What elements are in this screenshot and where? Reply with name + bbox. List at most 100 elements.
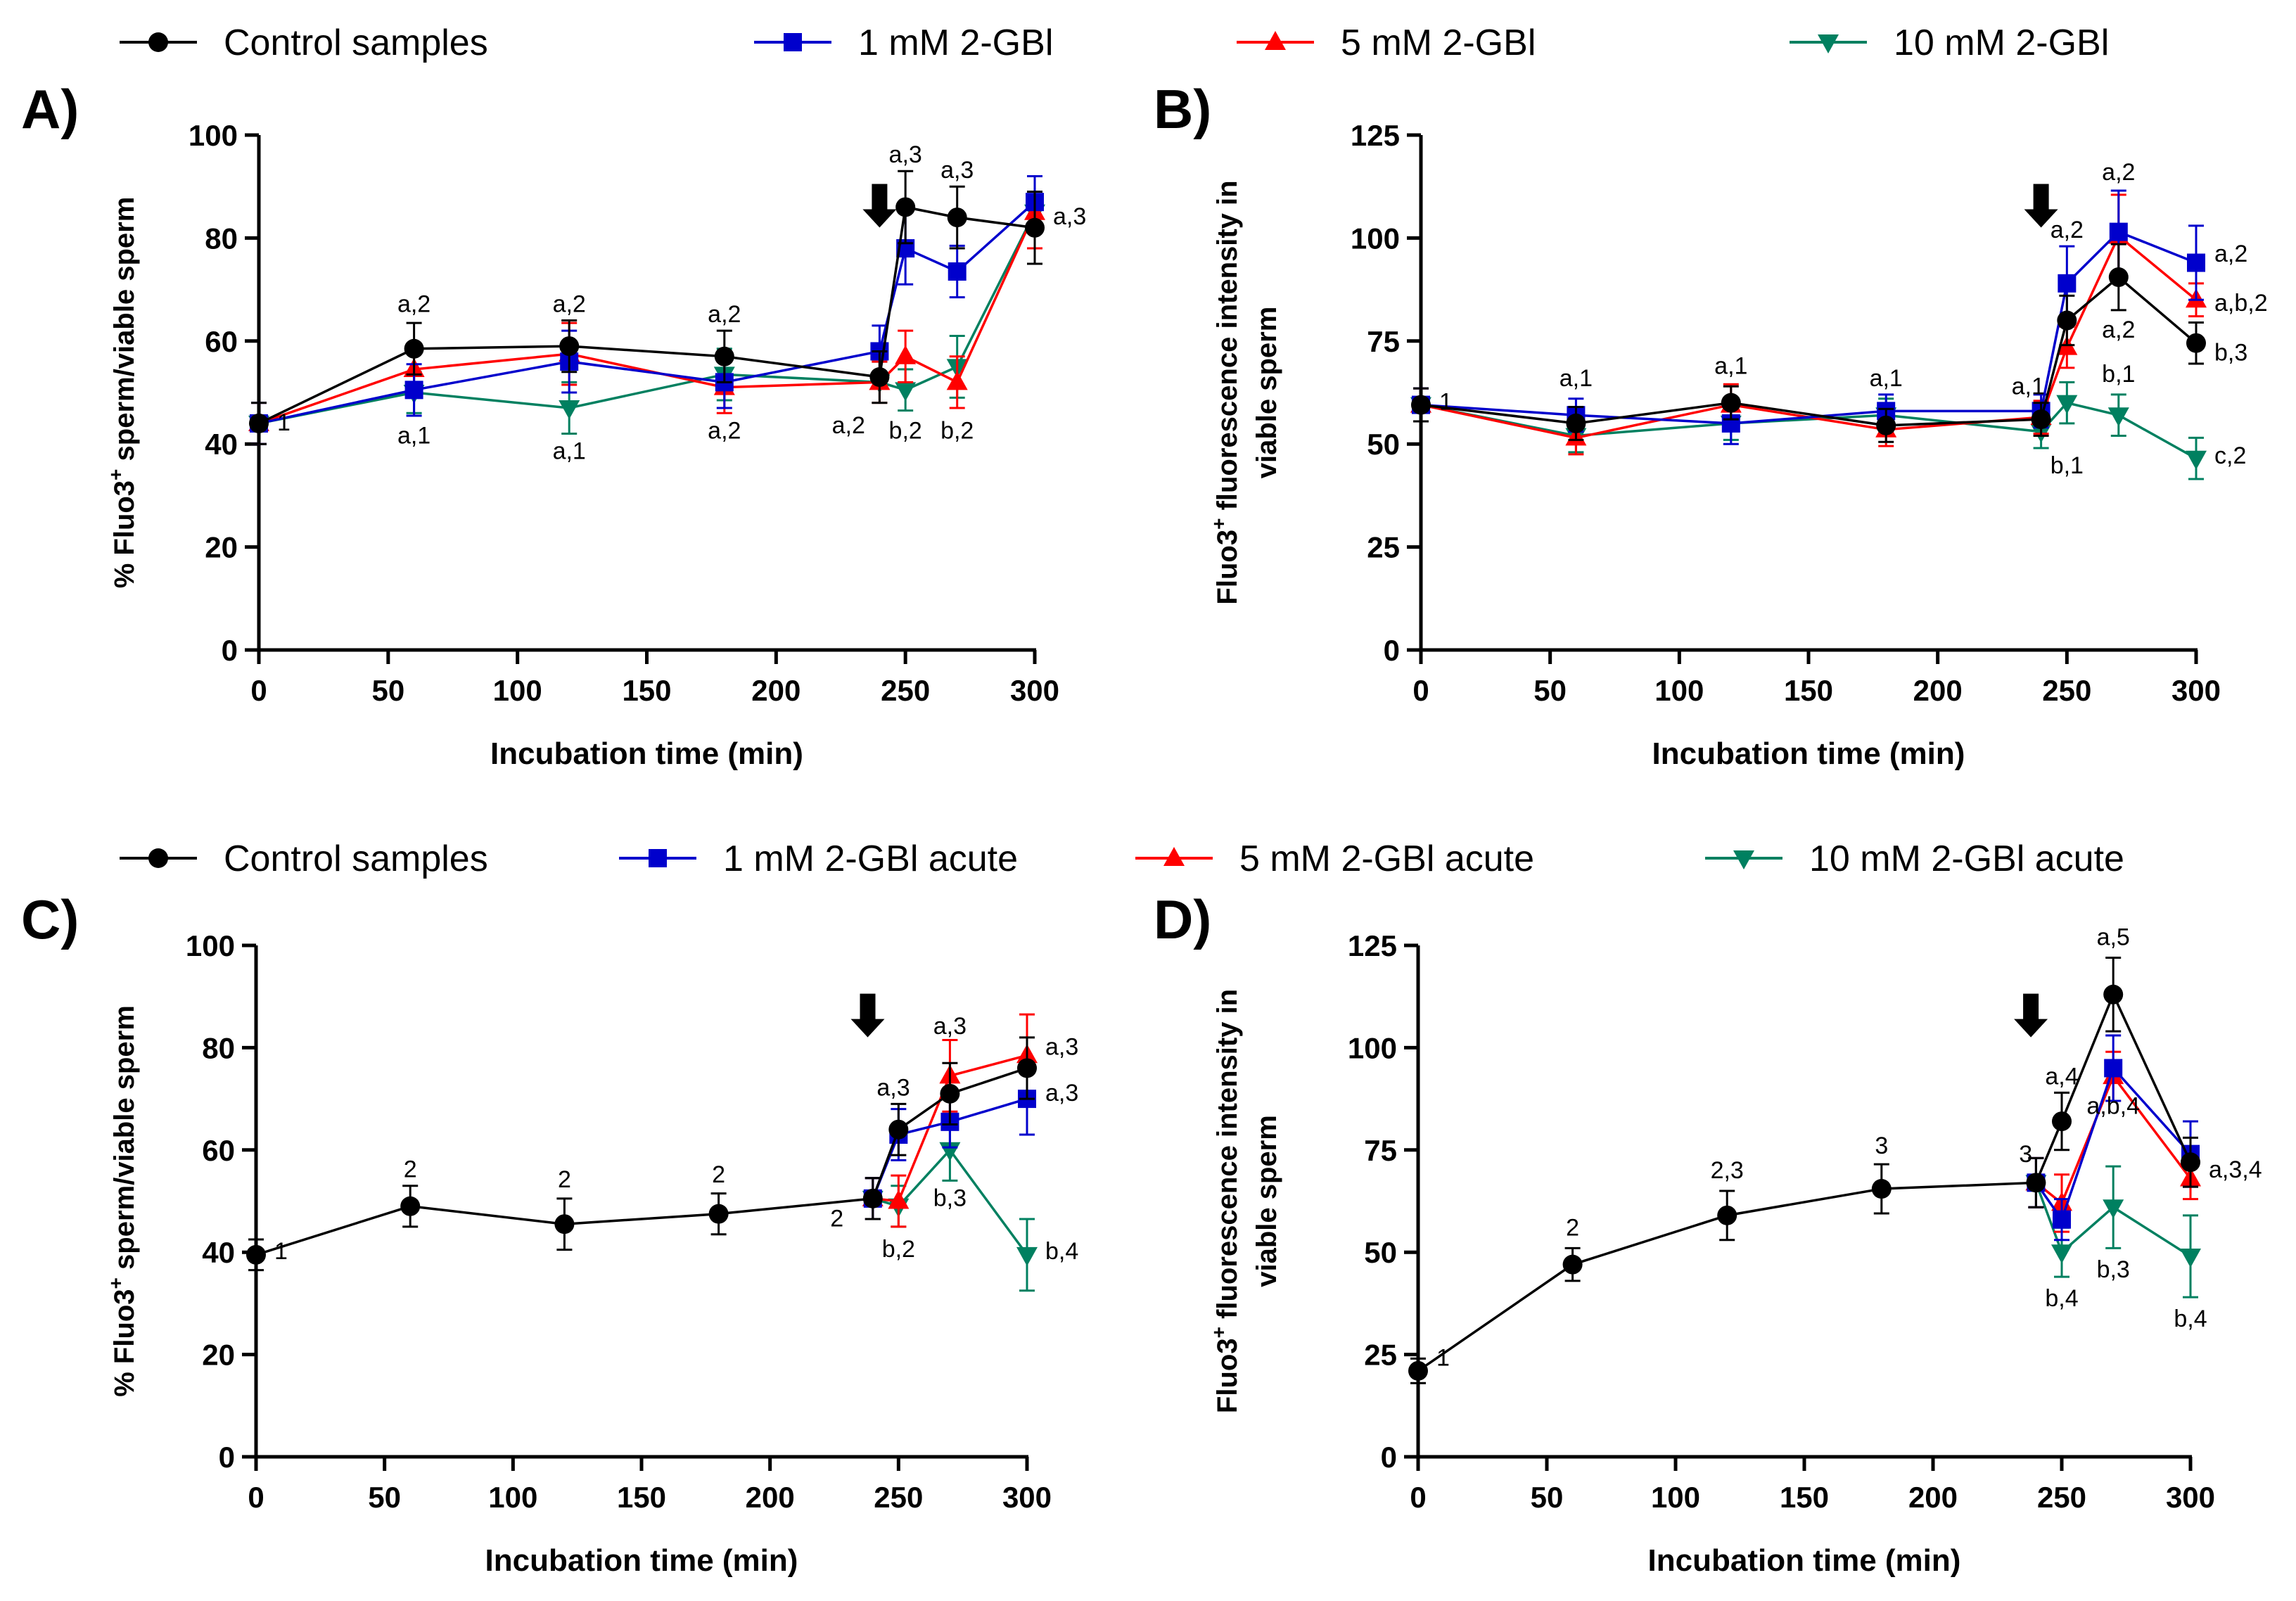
annotation-label: a,2 xyxy=(2051,217,2084,243)
annotation-label: b,3 xyxy=(2097,1256,2130,1283)
x-tick-label: 200 xyxy=(1908,1481,1958,1514)
x-axis-label: Incubation time (min) xyxy=(485,1543,798,1578)
y-tick-label: 125 xyxy=(1348,929,1397,962)
y-tick-label: 25 xyxy=(1364,1339,1397,1372)
annotation-label: 2 xyxy=(558,1166,571,1193)
series xyxy=(1408,956,2200,1384)
data-point xyxy=(2107,407,2129,427)
legend-entry: 5 mM 2-GBl xyxy=(1237,23,1536,63)
y-tick-label: 40 xyxy=(205,428,238,461)
x-tick-label: 150 xyxy=(1780,1481,1829,1514)
data-point xyxy=(1721,393,1741,413)
data-point xyxy=(2052,1111,2072,1132)
annotation-label: 3 xyxy=(2019,1141,2032,1168)
annotation-label: b,4 xyxy=(2045,1285,2078,1312)
x-tick-label: 100 xyxy=(493,674,542,707)
legend-entry: 10 mM 2-GBl acute xyxy=(1705,838,2124,879)
annotation-label: a,2 xyxy=(2102,159,2135,186)
x-tick-label: 100 xyxy=(1654,674,1704,707)
data-point xyxy=(559,400,580,419)
data-point xyxy=(2187,253,2205,272)
annotation-label: a,1 xyxy=(397,423,431,449)
annotation-label: a,1 xyxy=(2012,374,2045,400)
data-point xyxy=(2108,267,2129,288)
data-point xyxy=(2180,1249,2201,1268)
annotation-label: a,1 xyxy=(1560,365,1593,392)
data-point xyxy=(2109,222,2128,241)
annotation-label: a,2 xyxy=(553,291,586,318)
legend-marker xyxy=(1265,31,1286,50)
annotation-label: a,1 xyxy=(553,438,586,465)
y-axis-label-sup: + xyxy=(105,469,127,480)
series-line xyxy=(872,1054,1028,1203)
series xyxy=(246,1036,1037,1272)
annotation-label: 2 xyxy=(1566,1215,1579,1242)
y-axis-label-sup: + xyxy=(105,1277,127,1289)
x-axis-label: Incubation time (min) xyxy=(1652,736,1965,771)
annotation-label: b,3 xyxy=(2214,339,2247,366)
y-tick-label: 60 xyxy=(205,325,238,358)
legend-label: 10 mM 2-GBl xyxy=(1894,23,2109,63)
data-point xyxy=(1876,415,1896,435)
x-tick-label: 200 xyxy=(1913,674,1963,707)
annotation-label: a,2 xyxy=(2102,317,2135,343)
annotation-label: 2 xyxy=(830,1206,843,1232)
series-line xyxy=(1417,991,2192,1372)
legend-bottom: Control samples 1 mM 2-GBl acute 5 mM 2-GB… xyxy=(120,838,2124,879)
panel-letter: A) xyxy=(21,78,79,140)
chart-panel-a: A) 0 20 40 60 80 100 0 50 100 150 200 250 300 Incubati… xyxy=(21,78,1086,771)
data-point xyxy=(862,1188,883,1208)
annotation-label: 1 xyxy=(277,409,291,436)
y-tick-label: 50 xyxy=(1367,428,1400,461)
data-point xyxy=(1411,395,1431,415)
series-line xyxy=(2035,1073,2192,1206)
panel-letter: C) xyxy=(21,888,79,950)
annotation-label: a,b,2 xyxy=(2214,290,2268,317)
data-point xyxy=(869,367,890,388)
y-tick-label: 100 xyxy=(189,119,238,152)
x-axis-label: Incubation time (min) xyxy=(1648,1543,1961,1578)
y-axis-label: Fluo3+ fluorescence intensity in xyxy=(1208,989,1243,1413)
series-line xyxy=(1420,234,2198,440)
legend-marker xyxy=(784,33,802,51)
data-point xyxy=(895,345,917,364)
x-tick-label: 50 xyxy=(368,1481,401,1514)
data-point xyxy=(940,1083,960,1104)
annotation-label: a,3 xyxy=(1045,1033,1078,1060)
y-tick-label: 75 xyxy=(1367,325,1400,358)
legend-marker xyxy=(1163,847,1185,866)
annotation-label: 3 xyxy=(1875,1133,1888,1159)
annotation-label: a,2 xyxy=(832,412,865,439)
y-tick-label: 75 xyxy=(1364,1134,1397,1167)
x-tick-label: 200 xyxy=(746,1481,795,1514)
x-tick-label: 150 xyxy=(1784,674,1833,707)
legend-marker xyxy=(148,848,168,868)
data-point xyxy=(404,338,424,359)
x-tick-label: 300 xyxy=(2166,1481,2215,1514)
treatment-arrow-icon xyxy=(2014,993,2048,1038)
data-point xyxy=(2051,1244,2072,1264)
data-point xyxy=(559,336,580,357)
x-tick-label: 150 xyxy=(622,674,671,707)
y-axis-label: Fluo3+ fluorescence intensity in xyxy=(1208,180,1243,604)
series xyxy=(1410,381,2207,480)
x-axis-label: Incubation time (min) xyxy=(490,736,803,771)
x-tick-label: 250 xyxy=(2037,1481,2086,1514)
y-axis-label: % Fluo3+ sperm/viable sperm xyxy=(105,197,140,589)
annotation-label: 1 xyxy=(274,1238,288,1265)
legend-entry: Control samples xyxy=(120,23,488,63)
y-axis-label-line2: viable sperm xyxy=(1251,1115,1282,1287)
data-point xyxy=(1562,1254,1583,1275)
chart-panel-c: C) 0 20 40 60 80 100 0 50 100 150 200 250 300 Incubati… xyxy=(21,888,1078,1578)
legend-marker xyxy=(649,849,667,867)
y-tick-label: 80 xyxy=(202,1031,235,1064)
x-tick-label: 250 xyxy=(2042,674,2091,707)
annotation-label: a,2 xyxy=(708,301,741,328)
y-tick-label: 25 xyxy=(1367,531,1400,564)
legend-label: Control samples xyxy=(224,23,488,63)
series xyxy=(249,170,1045,445)
y-axis-label-sup: + xyxy=(1208,518,1230,530)
annotation-label: a,3 xyxy=(889,141,922,168)
data-point xyxy=(249,413,269,433)
data-point xyxy=(2186,450,2207,470)
